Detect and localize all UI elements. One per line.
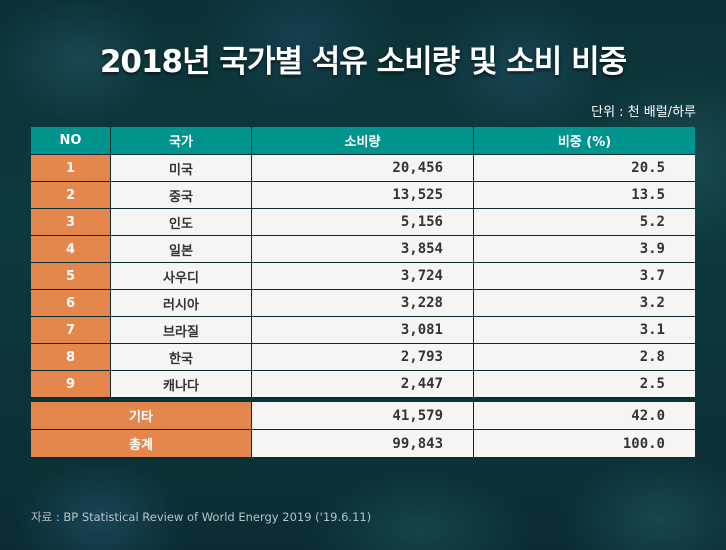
row-no: 5	[31, 263, 111, 290]
header-country: 국가	[111, 127, 252, 155]
row-consumption: 3,081	[252, 317, 474, 344]
row-no: 7	[31, 317, 111, 344]
row-share: 3.2	[474, 290, 695, 317]
table-row: 8 한국 2,793 2.8	[31, 344, 695, 371]
oil-consumption-table: NO 국가 소비량 비중 (%) 1 미국 20,456 20.5 2 중국 1…	[31, 127, 695, 458]
unit-label: 단위 : 천 배럴/하루	[591, 105, 696, 120]
table-row: 9 캐나다 2,447 2.5	[31, 371, 695, 398]
row-share: 2.8	[474, 344, 695, 371]
row-consumption: 2,793	[252, 344, 474, 371]
row-consumption: 3,724	[252, 263, 474, 290]
row-no: 3	[31, 209, 111, 236]
row-share: 3.9	[474, 236, 695, 263]
summary-consumption: 41,579	[252, 402, 474, 430]
row-share: 3.7	[474, 263, 695, 290]
table-header-row: NO 국가 소비량 비중 (%)	[31, 127, 695, 155]
row-no: 9	[31, 371, 111, 398]
summary-share: 100.0	[474, 430, 695, 458]
row-share: 2.5	[474, 371, 695, 398]
row-share: 13.5	[474, 182, 695, 209]
row-consumption: 13,525	[252, 182, 474, 209]
summary-label: 총계	[31, 430, 252, 458]
summary-label: 기타	[31, 402, 252, 430]
row-consumption: 3,228	[252, 290, 474, 317]
row-country: 일본	[111, 236, 252, 263]
row-country: 브라질	[111, 317, 252, 344]
summary-consumption: 99,843	[252, 430, 474, 458]
row-no: 8	[31, 344, 111, 371]
table-row: 6 러시아 3,228 3.2	[31, 290, 695, 317]
source-note: 자료 : BP Statistical Review of World Ener…	[31, 510, 372, 524]
row-share: 3.1	[474, 317, 695, 344]
row-country: 중국	[111, 182, 252, 209]
table-row: 7 브라질 3,081 3.1	[31, 317, 695, 344]
row-country: 인도	[111, 209, 252, 236]
row-share: 5.2	[474, 209, 695, 236]
row-no: 1	[31, 155, 111, 182]
row-country: 미국	[111, 155, 252, 182]
table-row: 1 미국 20,456 20.5	[31, 155, 695, 182]
row-no: 4	[31, 236, 111, 263]
row-share: 20.5	[474, 155, 695, 182]
row-country: 사우디	[111, 263, 252, 290]
summary-row-total: 총계 99,843 100.0	[31, 430, 695, 458]
row-country: 캐나다	[111, 371, 252, 398]
table-row: 3 인도 5,156 5.2	[31, 209, 695, 236]
row-no: 6	[31, 290, 111, 317]
summary-row-others: 기타 41,579 42.0	[31, 402, 695, 430]
row-no: 2	[31, 182, 111, 209]
row-consumption: 20,456	[252, 155, 474, 182]
table-row: 2 중국 13,525 13.5	[31, 182, 695, 209]
row-country: 러시아	[111, 290, 252, 317]
table-row: 4 일본 3,854 3.9	[31, 236, 695, 263]
header-share: 비중 (%)	[474, 127, 695, 155]
row-consumption: 2,447	[252, 371, 474, 398]
header-no: NO	[31, 127, 111, 155]
row-country: 한국	[111, 344, 252, 371]
table-row: 5 사우디 3,724 3.7	[31, 263, 695, 290]
row-consumption: 3,854	[252, 236, 474, 263]
summary-share: 42.0	[474, 402, 695, 430]
page-title: 2018년 국가별 석유 소비량 및 소비 비중	[99, 44, 627, 80]
header-consumption: 소비량	[252, 127, 474, 155]
row-consumption: 5,156	[252, 209, 474, 236]
